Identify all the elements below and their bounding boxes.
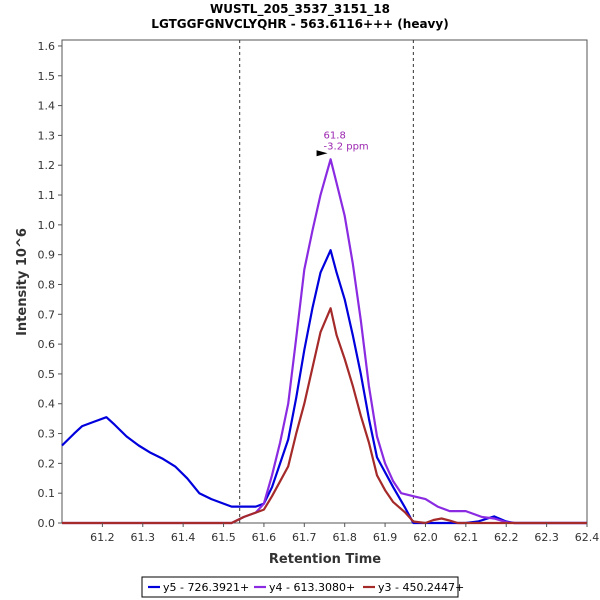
annotation-text: -3.2 ppm [324,141,369,152]
y-tick-label: 0.1 [38,487,56,500]
x-tick-label: 62.3 [534,531,559,544]
x-axis-label: Retention Time [269,552,381,567]
y-tick-label: 0.0 [38,517,56,530]
plot-area [61,39,588,524]
x-tick-label: 61.3 [131,531,156,544]
y-tick-label: 0.2 [38,457,56,470]
series-line-y3 [62,307,587,525]
x-axis: 61.2 61.3 61.4 61.5 61.6 61.7 61.8 61.9 62.0 62.1… [90,523,599,544]
x-tick-label: 61.8 [332,531,357,544]
boundary-lines [239,40,414,523]
x-tick-label: 62.1 [454,531,479,544]
legend-box [141,576,459,598]
y-tick-label: 1.3 [38,129,56,142]
legend: y5 - 726.3921+ y4 - 613.3080+ y3 - 450.244… [141,576,464,598]
y-tick-label: 1.5 [38,70,56,83]
y-tick-label: 0.7 [38,308,56,321]
y-tick-label: 1.6 [38,40,56,53]
series-layer [61,158,587,525]
y-tick-label: 0.6 [38,338,56,351]
x-tick-label: 62.2 [494,531,519,544]
legend-label: y3 - 450.2447+ [378,581,464,594]
y-tick-label: 1.4 [38,100,56,113]
y-tick-label: 1.0 [38,219,56,232]
x-tick-label: 61.2 [90,531,115,544]
peak-marker-icon [316,150,328,157]
x-tick-label: 62.4 [575,531,600,544]
y-tick-label: 0.9 [38,249,56,262]
x-tick-label: 61.5 [211,531,236,544]
peak-annotation: 61.8-3.2 ppm [316,130,369,157]
x-tick-label: 61.4 [171,531,196,544]
x-tick-label: 61.9 [373,531,398,544]
plot-frame [61,39,588,524]
legend-label: y5 - 726.3921+ [163,581,249,594]
legend-label: y4 - 613.3080+ [269,581,355,594]
y-tick-label: 0.8 [38,278,56,291]
y-tick-label: 1.1 [38,189,56,202]
chart-subtitle: LGTGGFGNVCLYQHR - 563.6116+++ (heavy) [151,17,448,31]
x-tick-label: 62.0 [413,531,438,544]
chart-title: WUSTL_205_3537_3151_18 [210,2,390,17]
x-tick-label: 61.7 [292,531,317,544]
y-tick-label: 1.2 [38,159,56,172]
series-line-y4 [62,158,587,525]
y-axis: 0.0 0.1 0.2 0.3 0.4 0.5 0.6 0.7 0.8 0.9 1.0 1.1 1.2 1… [38,40,62,530]
x-tick-label: 61.6 [252,531,277,544]
y-axis-label: Intensity 10^6 [15,228,30,336]
y-tick-label: 0.3 [38,428,56,441]
y-tick-label: 0.5 [38,368,56,381]
annotation-text: 61.8 [324,130,346,141]
y-tick-label: 0.4 [38,398,56,411]
